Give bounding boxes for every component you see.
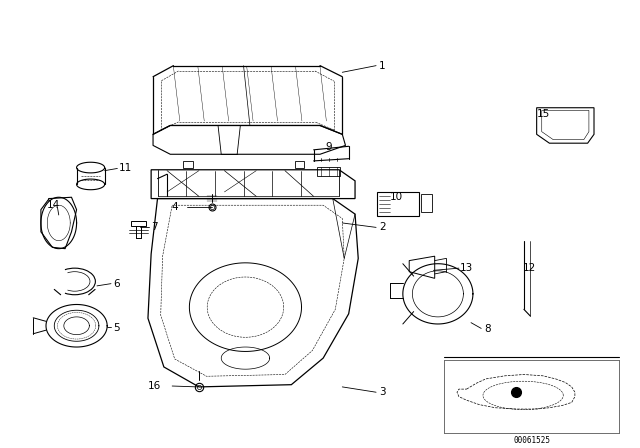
Text: 12: 12 <box>523 263 536 273</box>
Text: 00061525: 00061525 <box>513 435 550 445</box>
Text: 11: 11 <box>119 164 132 173</box>
Text: 15: 15 <box>537 109 550 119</box>
Text: 8: 8 <box>484 324 490 334</box>
Text: 13: 13 <box>460 263 474 273</box>
Text: 7: 7 <box>151 222 158 233</box>
Text: 14: 14 <box>47 200 61 210</box>
Text: 10: 10 <box>390 192 403 202</box>
Text: 9: 9 <box>325 142 332 152</box>
Text: 2: 2 <box>380 222 386 233</box>
Text: 3: 3 <box>380 387 386 397</box>
Text: 16: 16 <box>147 381 161 391</box>
Text: 1: 1 <box>380 60 386 71</box>
Text: 4: 4 <box>172 202 179 212</box>
Text: 5: 5 <box>113 323 120 333</box>
Text: 6: 6 <box>113 279 120 289</box>
